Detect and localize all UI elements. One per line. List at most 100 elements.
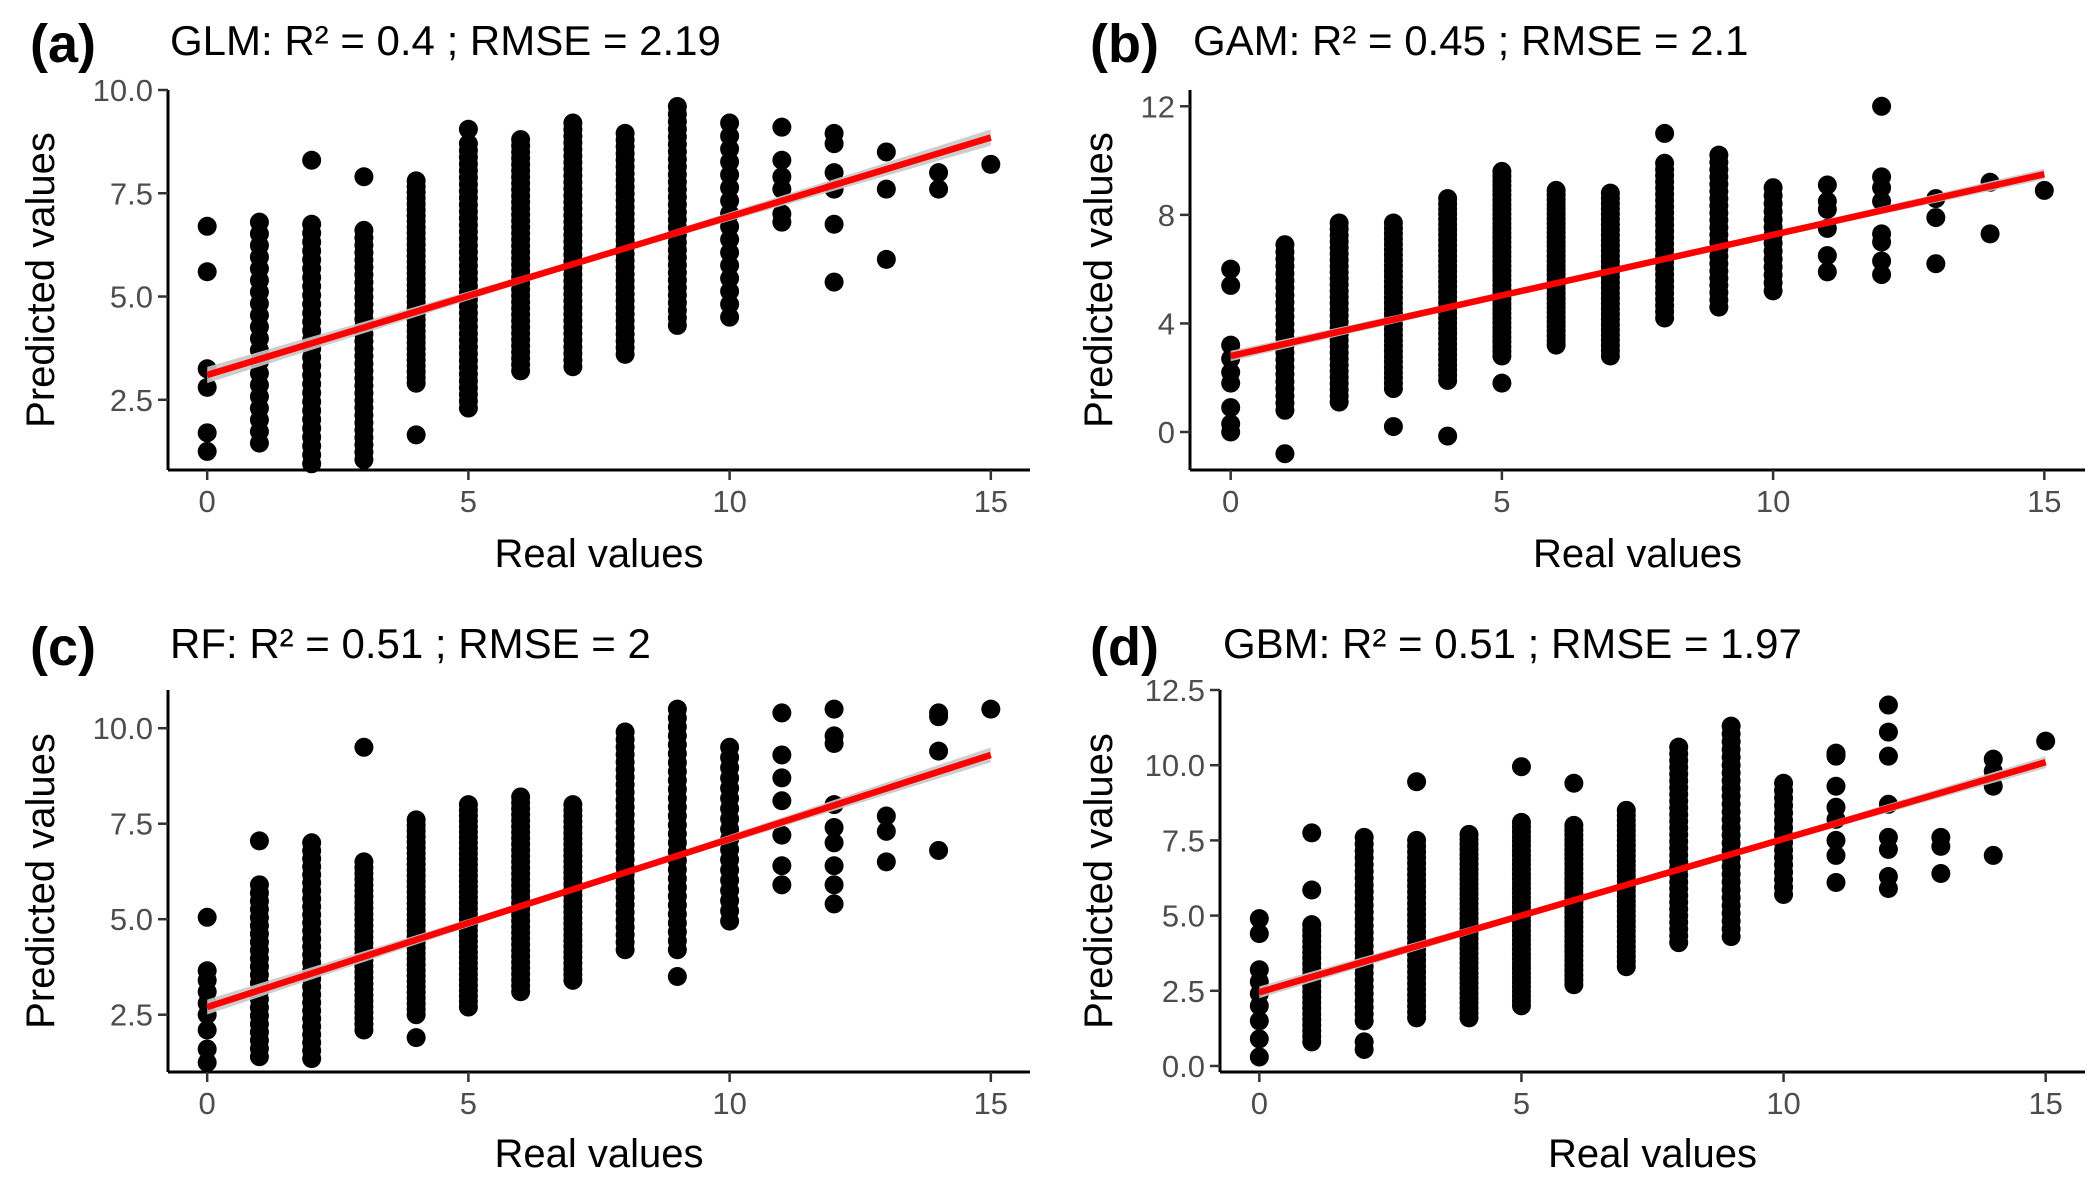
data-point [1926,208,1946,228]
data-point [1249,924,1269,944]
x-axis-title: Real values [1533,532,1742,576]
data-point [511,130,531,150]
y-tick-label: 7.5 [110,807,153,842]
data-point [1302,915,1322,935]
data-point [511,787,531,807]
data-point [1249,1029,1269,1049]
data-point [772,825,792,845]
y-tick-label: 10.0 [1145,748,1205,783]
chart-panel-1: (a) GLM: R² = 0.4 ; RMSE = 2.19 0 5 10 15 2.5 5… [19,14,1030,576]
x-axis-title: Real values [494,532,703,576]
data-point [197,377,217,397]
data-point [772,875,792,895]
x-axis-title: Real values [494,1132,703,1176]
data-point [772,204,792,224]
data-point [824,123,844,143]
data-point [824,818,844,838]
data-point [354,737,374,757]
data-point [1983,749,2003,769]
data-point [1826,830,1846,850]
data-point [197,961,217,981]
data-point [667,967,687,986]
data-point [1826,845,1846,865]
data-point [1931,863,1951,883]
x-axis-title: Real values [1548,1132,1757,1176]
data-point [302,833,322,853]
data-point [824,699,844,719]
data-point [981,699,1001,719]
data-point [1546,180,1566,200]
data-point [1511,812,1531,832]
data-point [1980,224,2000,244]
chart-panel-4: (d) GBM: R² = 0.51 ; RMSE = 1.97 0 5 10 15 0.0… [1077,617,2085,1176]
data-point [1383,213,1403,233]
y-axis-title: Predicted values [19,132,63,428]
panel-title: RF: R² = 0.51 ; RMSE = 2 [170,620,651,667]
data-point [406,1028,426,1048]
data-point [1872,167,1892,187]
y-axis-title: Predicted values [1077,132,1121,428]
panel-tag: (a) [30,14,96,74]
scatter-points [1221,96,2054,464]
data-point [197,1052,217,1072]
data-point [1438,189,1458,209]
data-point [1878,866,1898,886]
y-axis-title: Predicted values [1077,733,1121,1029]
data-point [249,212,269,232]
y-axis-title: Predicted values [19,733,63,1029]
y-tick-label: 10.0 [93,711,153,746]
data-point [1221,398,1241,418]
x-tick-label: 15 [2027,484,2061,519]
y-tick-label: 2.5 [110,998,153,1033]
y-tick-label: 4 [1158,306,1175,341]
panel-tag: (c) [30,617,96,677]
data-point [824,163,844,183]
data-point [197,216,217,236]
x-tick-label: 5 [1513,1086,1530,1121]
data-point [563,113,583,133]
data-point [1249,1047,1269,1067]
data-point [197,262,217,282]
data-point [354,852,374,872]
chart-panel-3: (c) RF: R² = 0.51 ; RMSE = 2 0 5 10 15 2.5 5.0 7… [19,617,1030,1176]
data-point [1221,259,1241,279]
panel-tag: (b) [1090,14,1159,74]
data-point [249,831,269,851]
y-tick-label: 8 [1158,198,1175,233]
data-point [772,745,792,765]
data-point [1221,275,1241,295]
data-point [563,795,583,815]
data-point [1774,773,1794,793]
data-point [772,856,792,876]
data-point [1669,737,1689,757]
data-point [1826,776,1846,796]
x-tick-label: 5 [460,1086,477,1121]
fit-line [1229,170,2046,360]
data-point [981,154,1001,174]
data-point [406,425,426,445]
data-point [1721,716,1741,736]
data-point [354,167,374,187]
data-point [929,703,949,723]
y-tick-label: 0.0 [1162,1049,1205,1084]
chart-panel-2: (b) GAM: R² = 0.45 ; RMSE = 2.1 0 5 10 15 0 4 8 1… [1077,14,2085,576]
data-point [824,894,844,914]
x-tick-label: 10 [1766,1086,1800,1121]
data-point [772,791,792,811]
data-point [615,722,635,742]
data-point [929,179,949,199]
data-point [1872,251,1892,271]
data-point [1817,246,1837,266]
data-point [1826,743,1846,763]
data-point [1616,800,1636,820]
x-tick-label: 15 [974,1086,1008,1121]
data-point [197,1039,217,1059]
data-point [1878,695,1898,715]
scatter-points [197,699,1001,1072]
y-tick-label: 7.5 [110,176,153,211]
data-point [1564,815,1584,835]
data-point [458,795,478,815]
data-point [772,117,792,137]
data-point [1249,909,1269,929]
